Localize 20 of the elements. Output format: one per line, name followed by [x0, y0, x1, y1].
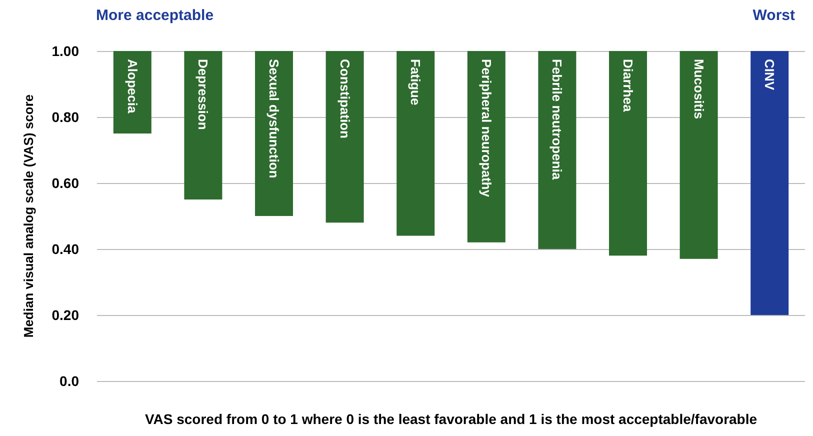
x-tick-label: Alopecia	[124, 59, 140, 114]
y-tick-label: 0.60	[52, 175, 80, 191]
x-tick-label: Peripheral neuropathy	[478, 59, 494, 198]
text: Worst	[752, 7, 796, 24]
x-tick-label: Sexual dysfunction	[266, 59, 282, 178]
y-axis-title: Median visual analog scale (VAS) score	[21, 94, 36, 338]
text: More acceptable	[96, 7, 214, 24]
x-tick-label: Diarrhea	[620, 59, 636, 113]
y-tick-label: 0.40	[52, 241, 80, 257]
x-tick-label: Mucositis	[691, 59, 706, 119]
x-tick-label: Constipation	[337, 59, 352, 138]
x-axis-title: VAS scored from 0 to 1 where 0 is the least favorable and 1 is the most acceptable/favorable	[144, 411, 758, 427]
x-tick-label: Febrile neutropenia	[550, 59, 565, 180]
y-tick-label: 0.20	[52, 307, 80, 323]
y-tick-label: 0.80	[52, 109, 80, 125]
y-tick-label: 0.0	[60, 373, 80, 389]
x-tick-label: Depression	[196, 59, 211, 130]
x-tick-label: CINV	[762, 59, 778, 90]
y-tick-label: 1.00	[52, 43, 80, 59]
x-tick-label: Fatigue	[408, 59, 424, 106]
